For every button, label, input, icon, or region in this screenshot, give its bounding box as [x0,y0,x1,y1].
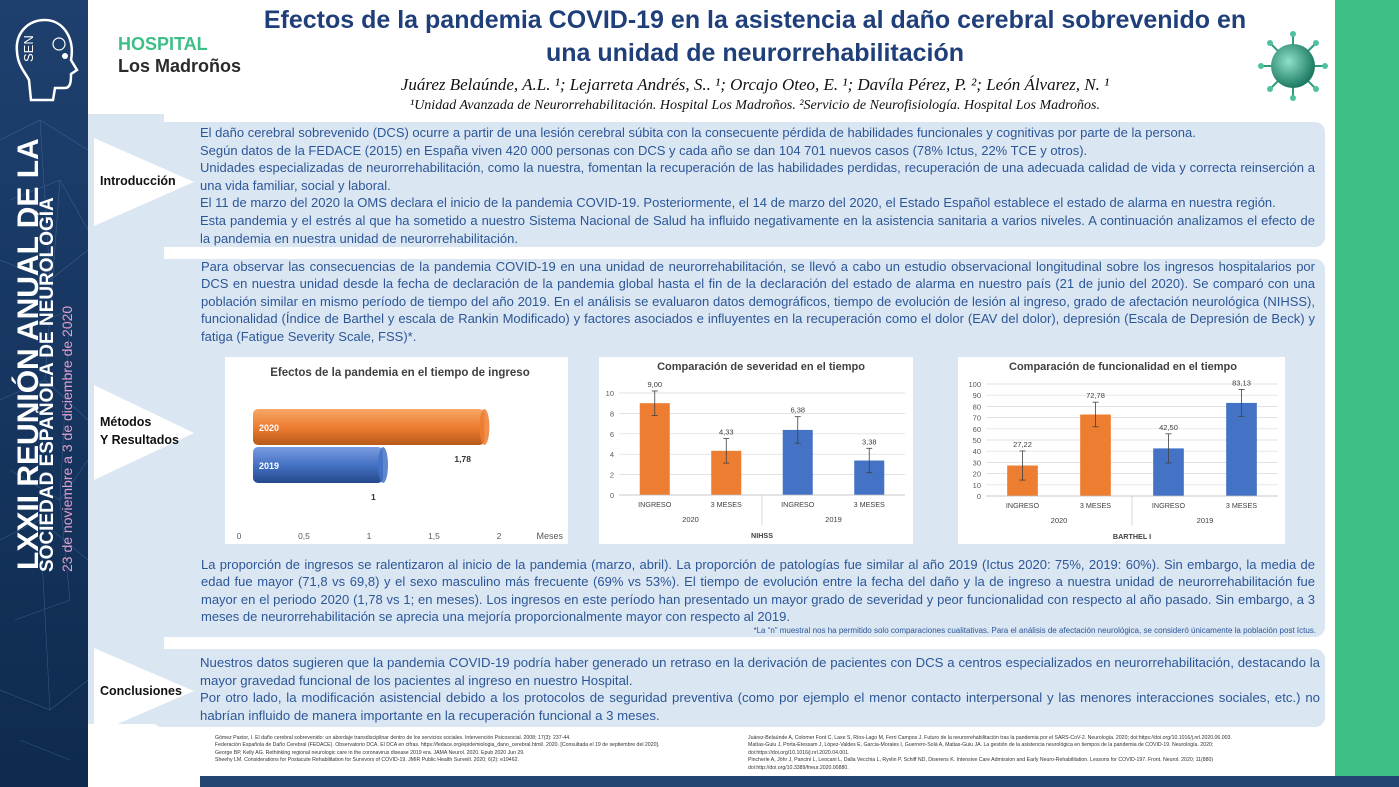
bar-category-label: 2020 [259,423,279,433]
methods-text: Para observar las consecuencias de la pa… [201,259,1315,344]
x-tick-label: INGRESO [1152,501,1186,510]
bar-cap [479,409,490,445]
x-tick-label: 1,5 [428,531,440,541]
poster-title: Efectos de la pandemia COVID-19 en la as… [263,6,1247,67]
data-label: 27,22 [1013,440,1032,449]
chart-title: Comparación de funcionalidad en el tiemp… [1009,361,1237,373]
chart-title: Efectos de la pandemia en el tiempo de i… [270,367,529,379]
chart-admission-time: Efectos de la pandemia en el tiempo de i… [225,357,568,544]
y-tick-label: 10 [973,481,981,490]
sen-logo-icon: SEN [15,18,79,102]
y-tick-label: 4 [610,450,614,459]
sen-logo-text: SEN [21,35,36,62]
footnote: *La “n” muestral nos ha permitido solo c… [753,626,1316,635]
conference-dates: 23 de noviembre a 3 de diciembre de 2020 [59,305,75,572]
bar-cap [378,447,388,483]
x-tick-label: 3 MESES [1226,501,1257,510]
group-label: 2019 [825,515,842,524]
conclusions-label: Conclusiones [100,684,182,698]
y-tick-label: 60 [973,425,981,434]
x-tick-label: 3 MESES [711,500,742,509]
references-right: Juárez-Belaúnde A, Colomer Font C, Laxe … [748,735,1232,771]
x-tick-label: 1 [367,531,372,541]
data-label: 1,78 [454,454,471,464]
authors: Juárez Belaúnde, A.L. ¹; Lejarreta André… [400,75,1110,94]
bar [253,447,383,483]
y-tick-label: 70 [973,414,981,423]
bar [1226,402,1257,496]
conclusions-panel [152,649,1325,727]
section-label-methods: Métodos Y Resultados [94,385,194,480]
y-tick-label: 30 [973,458,981,467]
x-axis-label: NIHSS [751,531,773,540]
data-label: 4,33 [719,428,734,437]
intro-panel [152,122,1325,247]
affiliations: ¹Unidad Avanzada de Neurorrehabilitación… [410,98,1100,113]
y-tick-label: 0 [610,491,614,500]
x-tick-label: INGRESO [638,500,672,509]
y-tick-label: 6 [610,430,614,439]
results-text: La proporción de ingresos se ralentizaro… [201,557,1315,625]
conference-side-band: SEN LXXII REUNIÓN ANUAL DE LA SOCIEDAD E… [0,0,88,787]
y-tick-label: 8 [610,409,614,418]
y-tick-label: 40 [973,447,981,456]
bar [253,409,485,445]
intro-text: El daño cerebral sobrevenido (DCS) ocurr… [200,125,1315,246]
data-label: 83,13 [1232,378,1251,387]
coronavirus-icon [1258,31,1328,101]
y-tick-label: 50 [973,436,981,445]
x-tick-label: 3 MESES [854,500,885,509]
x-tick-label: INGRESO [781,500,815,509]
bar-category-label: 2019 [259,461,279,471]
data-label: 9,00 [647,380,662,389]
x-axis-label: Meses [536,531,563,541]
conference-title-line2: SOCIEDAD ESPAÑOLA DE NEUROLOGÍA [37,197,58,572]
data-label: 72,78 [1086,391,1105,400]
conclusions-text: Nuestros datos sugieren que la pandemia … [200,655,1320,723]
right-green-band [1335,0,1399,787]
y-tick-label: 80 [973,402,981,411]
x-tick-label: INGRESO [1006,501,1040,510]
bar [639,403,670,495]
section-label-intro: Introducción [94,138,194,226]
bottom-bar [200,776,1399,787]
bar [1080,414,1111,496]
x-tick-label: 2 [497,531,502,541]
y-tick-label: 0 [977,492,981,501]
network-pattern [0,119,88,761]
intro-label: Introducción [100,174,176,188]
y-tick-label: 20 [973,470,981,479]
x-tick-label: 0 [237,531,242,541]
chart-title: Comparación de severidad en el tiempo [657,361,865,373]
hospital-name: Los Madroños [118,56,242,76]
data-label: 6,38 [790,406,805,415]
hospital-logo: HOSPITAL Los Madroños [118,33,241,77]
y-tick-label: 2 [610,471,614,480]
group-label: 2019 [1197,516,1214,525]
y-tick-label: 90 [973,391,981,400]
data-label: 1 [371,492,376,502]
section-label-conclusions: Conclusiones [94,648,194,734]
x-axis-label: BARTHEL I [1113,532,1151,541]
methods-label: Métodos Y Resultados [100,415,179,447]
hospital-label: HOSPITAL [118,34,208,54]
y-tick-label: 100 [968,380,981,389]
group-label: 2020 [1051,516,1068,525]
chart-severity: Comparación de severidad en el tiempo 0 2 4… [599,357,913,544]
group-label: 2020 [682,515,699,524]
data-label: 42,50 [1159,423,1178,432]
data-label: 3,38 [862,437,877,446]
references-left: Gómez Pastor, I. El daño cerebral sobrev… [215,735,660,764]
chart-functionality: Comparación de funcionalidad en el tiemp… [958,357,1285,544]
x-tick-label: 0,5 [298,531,310,541]
y-tick-label: 10 [606,389,614,398]
x-tick-label: 3 MESES [1080,501,1111,510]
